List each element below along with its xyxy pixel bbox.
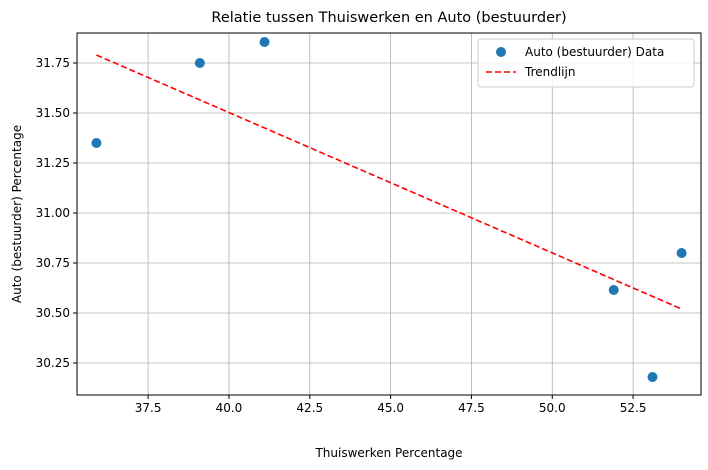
legend-scatter-marker [496,47,506,57]
scatter-point [676,248,687,258]
scatter-point [91,138,102,148]
legend: Auto (bestuurder) Data Trendlijn [477,38,695,88]
y-tick-label: 30.50 [36,306,70,320]
x-tick-label: 45.0 [377,401,404,415]
scatter-point [259,37,270,47]
x-axis-title: Thuiswerken Percentage [314,446,462,460]
x-tick-label: 42.5 [296,401,323,415]
data-layer [91,37,687,382]
scatter-point [647,372,658,382]
plot-frame [76,32,702,396]
x-tick-label: 40.0 [216,401,243,415]
y-tick-label: 30.25 [36,356,70,370]
x-tick-label: 52.5 [620,401,647,415]
y-tick-label: 31.25 [36,156,70,170]
legend-box [477,38,695,88]
y-tick-label: 31.00 [36,206,70,220]
trendline [96,54,682,310]
legend-label-scatter: Auto (bestuurder) Data [525,45,664,59]
y-tick-label: 31.50 [36,106,70,120]
y-axis-title: Auto (bestuurder) Percentage [10,125,24,303]
x-tick-label: 50.0 [539,401,566,415]
axes: 37.5 40.0 42.5 45.0 47.5 50.0 52.5 30.25 30.50 30… [36,56,647,415]
legend-label-trendline: Trendlijn [524,65,575,79]
chart-title: Relatie tussen Thuiswerken en Auto (best… [211,10,566,26]
scatter-point [608,285,619,295]
x-tick-label: 37.5 [135,401,162,415]
x-tick-label: 47.5 [458,401,485,415]
y-tick-label: 30.75 [36,256,70,270]
scatter-point [194,58,205,68]
y-tick-label: 31.75 [36,56,70,70]
